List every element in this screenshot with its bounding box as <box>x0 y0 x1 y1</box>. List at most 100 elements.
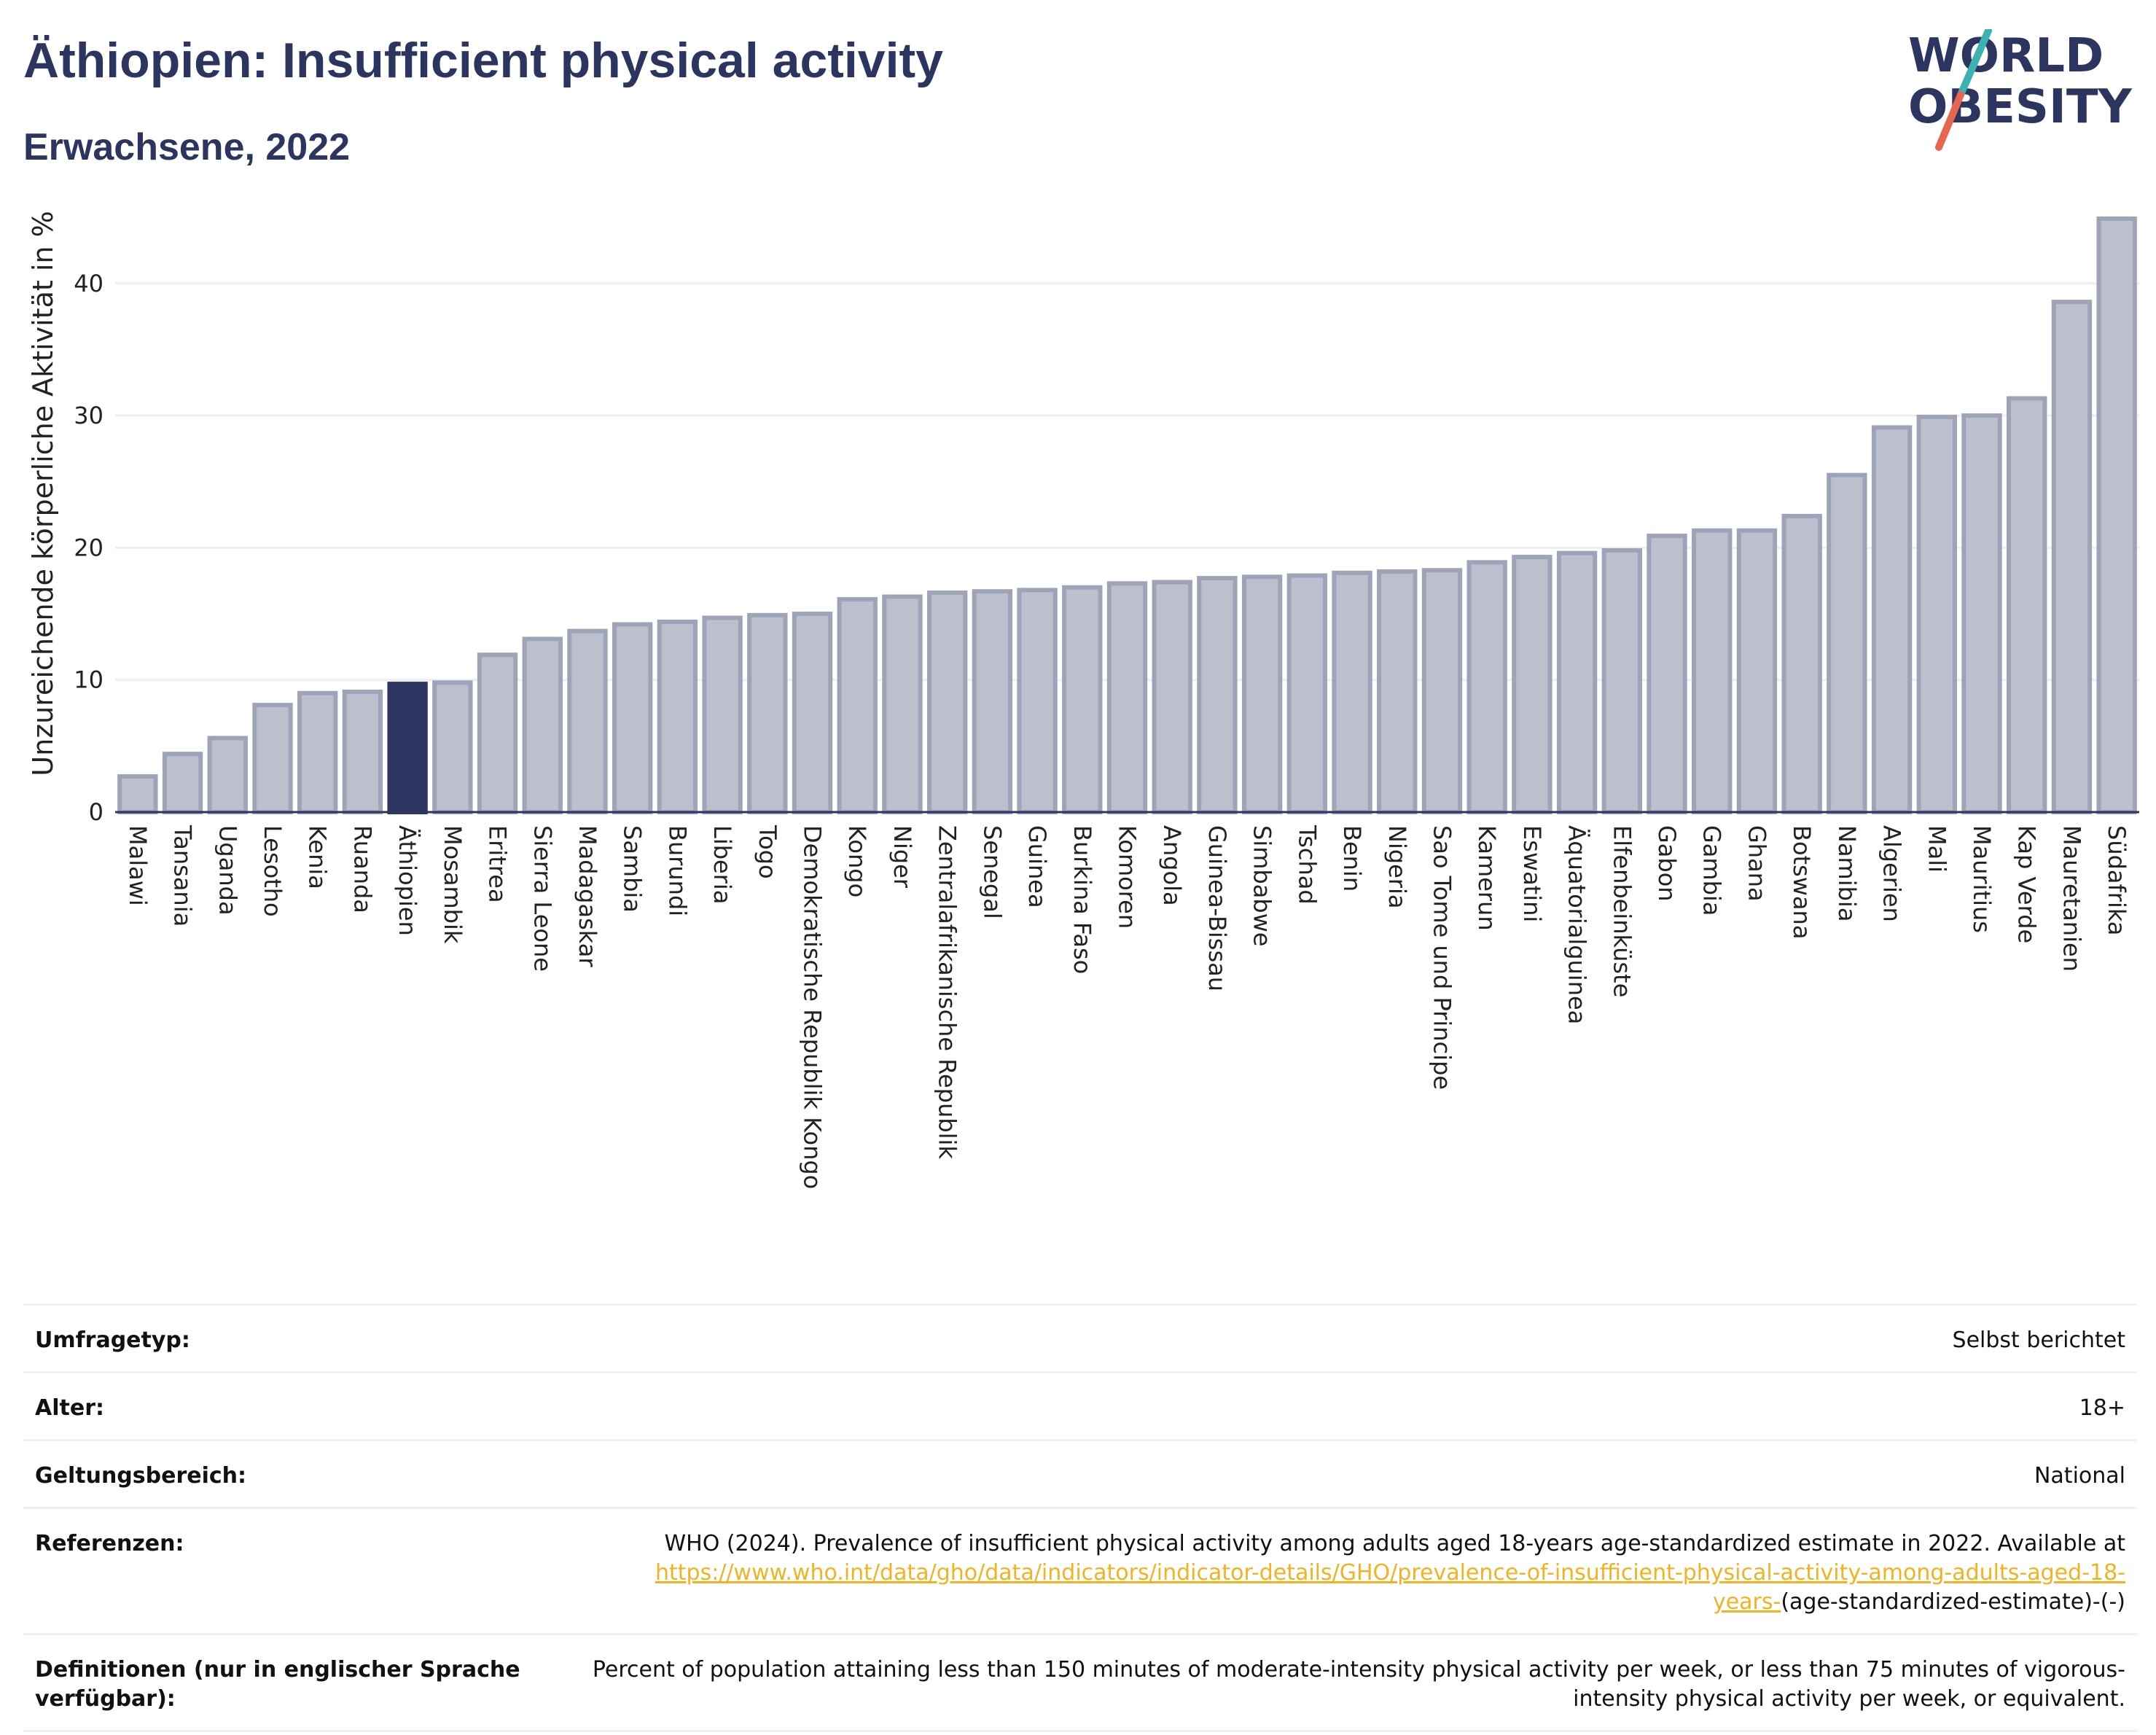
bar <box>1152 580 1192 815</box>
x-tick-label: Nigeria <box>1383 825 1411 908</box>
x-tick-label: Lesotho <box>259 825 286 917</box>
x-tick-label: Eritrea <box>484 825 512 903</box>
x-tick-label: Sao Tome und Principe <box>1428 825 1456 1090</box>
bar <box>612 622 653 815</box>
bar <box>1197 576 1238 814</box>
bar <box>522 636 563 815</box>
bar <box>1241 574 1283 814</box>
bar <box>207 736 248 814</box>
bar <box>567 628 608 814</box>
page-title: Äthiopien: Insufficient physical activit… <box>23 33 943 88</box>
x-tick-label: Mali <box>1923 825 1950 873</box>
x-tick-label: Senegal <box>978 825 1006 919</box>
bar <box>1871 425 1913 814</box>
bar <box>297 690 338 815</box>
x-tick-label: Uganda <box>214 825 241 916</box>
x-tick-label: Benin <box>1338 825 1366 892</box>
x-tick-label: Sierra Leone <box>528 825 556 972</box>
reference-suffix: (age-standardized-estimate)-(-) <box>1781 1589 2125 1615</box>
meta-row-definitions: Definitionen (nur in englischer Sprache … <box>23 1633 2137 1732</box>
bars <box>117 216 2137 815</box>
x-tick-label: Zentralafrikanische Republik <box>934 825 961 1159</box>
logo-slash-bottom <box>1935 91 1964 151</box>
meta-value: National <box>2034 1463 2125 1489</box>
x-tick-label: Namibia <box>1833 825 1861 921</box>
meta-label: Alter: <box>35 1395 104 1421</box>
bar <box>1421 568 1463 815</box>
meta-value: Percent of population attaining less tha… <box>592 1657 2125 1712</box>
meta-label: Referenzen: <box>35 1531 184 1556</box>
meta-value: Selbst berichtet <box>1952 1327 2125 1353</box>
meta-row-age: Alter: 18+ <box>23 1371 2137 1439</box>
x-tick-label: Kap Verde <box>2013 825 2041 943</box>
bar <box>117 774 158 815</box>
x-tick-label: Südafrika <box>2103 825 2130 935</box>
x-tick-label: Guinea-Bissau <box>1203 825 1231 991</box>
page-subtitle: Erwachsene, 2022 <box>23 126 351 168</box>
metadata-table: Umfragetyp: Selbst berichtet Alter: 18+ … <box>23 1303 2137 1732</box>
meta-row-references: Referenzen: WHO (2024). Prevalence of in… <box>23 1507 2137 1633</box>
bar <box>2051 300 2093 814</box>
bar <box>2007 396 2047 814</box>
bar <box>1781 513 1822 814</box>
axes: 0 10 20 30 40 <box>74 270 2139 826</box>
x-tick-label: Mauritius <box>1968 825 1996 933</box>
bar <box>1961 413 2002 814</box>
meta-row-survey-type: Umfragetyp: Selbst berichtet <box>23 1303 2137 1371</box>
bar <box>1647 534 1687 814</box>
category-labels: Malawi Tansania Uganda Lesotho Kenia Ruanda Ät… <box>124 824 2130 1189</box>
bar-highlighted <box>387 682 428 814</box>
x-tick-label: Simbabwe <box>1249 825 1276 946</box>
x-tick-label: Burundi <box>663 825 691 916</box>
y-tick-label: 30 <box>74 402 103 429</box>
meta-value: 18+ <box>2079 1395 2125 1421</box>
x-tick-label: Tschad <box>1293 824 1321 905</box>
x-tick-label: Gambia <box>1698 825 1726 916</box>
bar <box>792 612 833 814</box>
x-tick-label: Botswana <box>1788 825 1816 939</box>
x-tick-label: Äthiopien <box>394 825 421 936</box>
bar <box>1332 570 1372 814</box>
bar <box>1827 472 1867 814</box>
meta-label: Umfragetyp: <box>35 1327 190 1353</box>
x-tick-label: Guinea <box>1023 825 1051 908</box>
x-tick-label: Malawi <box>124 825 152 906</box>
y-tick-label: 0 <box>89 798 103 826</box>
x-tick-label: Burkina Faso <box>1069 825 1096 974</box>
y-tick-label: 10 <box>74 666 103 694</box>
x-tick-label: Liberia <box>708 825 736 904</box>
bar <box>1916 414 1957 814</box>
x-tick-label: Togo <box>754 824 781 879</box>
bar <box>657 619 698 814</box>
bar <box>1466 560 1507 814</box>
bar <box>1377 569 1418 814</box>
x-tick-label: Algerien <box>1878 825 1906 922</box>
bar <box>926 590 968 814</box>
x-tick-label: Tansania <box>169 824 197 927</box>
logo-slash-top <box>1957 29 1992 98</box>
x-tick-label: Angola <box>1158 825 1186 906</box>
y-axis-title: Unzureichende körperliche Aktivität in % <box>27 211 59 776</box>
reference-text: WHO (2024). Prevalence of insufficient p… <box>664 1531 2125 1556</box>
bar <box>252 703 293 815</box>
meta-label: Definitionen (nur in englischer Sprache … <box>35 1657 520 1712</box>
bar <box>2096 216 2137 814</box>
bar <box>1106 581 1148 815</box>
meta-row-scope: Geltungsbereich: National <box>23 1439 2137 1507</box>
x-tick-label: Kamerun <box>1473 825 1501 931</box>
y-tick-label: 20 <box>74 534 103 561</box>
bar <box>1062 585 1103 814</box>
logo-line1: WORLD <box>1908 29 2104 83</box>
x-tick-label: Elfenbeinküste <box>1608 825 1636 997</box>
x-tick-label: Ruanda <box>348 825 376 913</box>
bar <box>837 597 878 814</box>
x-tick-label: Äquatorialguinea <box>1563 825 1591 1024</box>
reference-link[interactable]: https://www.who.int/data/gho/data/indica… <box>655 1560 2125 1615</box>
x-tick-label: Mauretanien <box>2058 825 2085 972</box>
meta-value: WHO (2024). Prevalence of insufficient p… <box>589 1529 2125 1617</box>
bar <box>162 752 203 814</box>
bar <box>882 594 923 815</box>
bar <box>1736 528 1778 814</box>
bar <box>702 615 743 814</box>
bar <box>1556 550 1598 815</box>
